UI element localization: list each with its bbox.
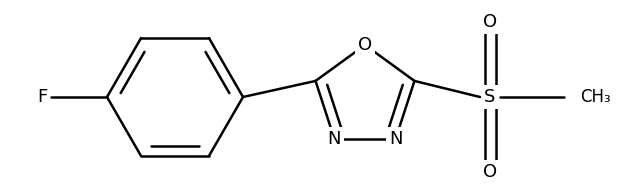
Text: N: N (389, 130, 403, 148)
Text: O: O (483, 13, 497, 31)
Text: S: S (484, 88, 496, 106)
Text: N: N (328, 130, 341, 148)
Text: CH₃: CH₃ (580, 88, 611, 106)
Text: O: O (358, 36, 372, 54)
Text: F: F (37, 88, 47, 106)
Text: O: O (483, 163, 497, 181)
